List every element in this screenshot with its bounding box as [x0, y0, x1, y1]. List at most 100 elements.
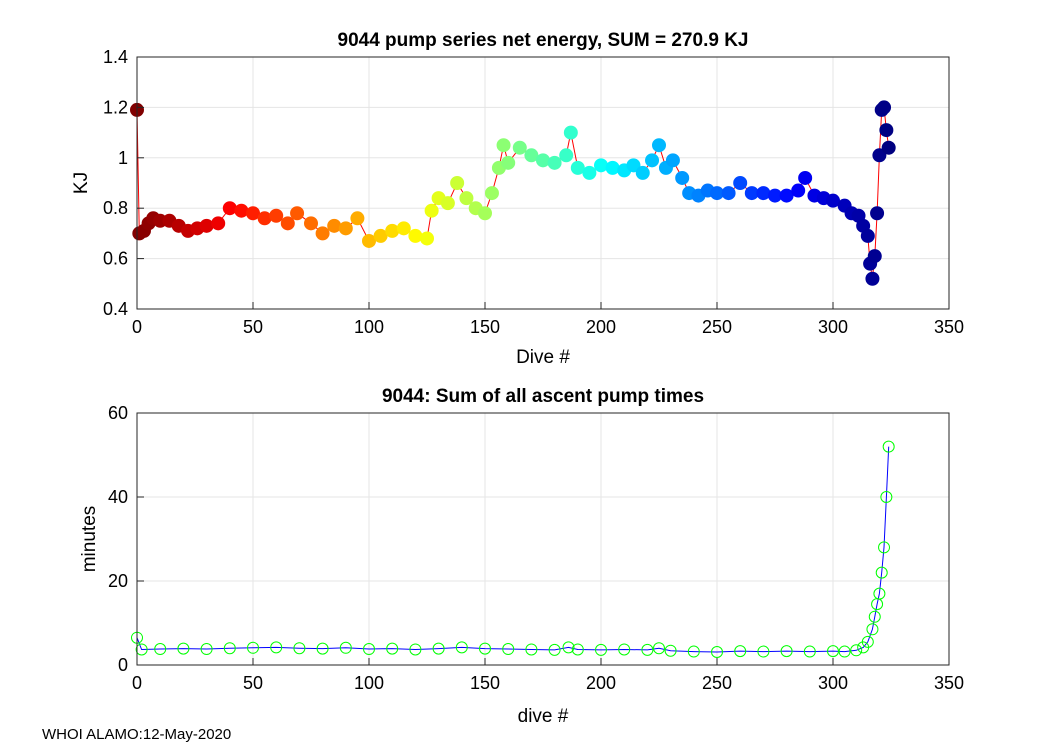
pump-time-data-point — [200, 643, 213, 656]
pump-time-data-point — [734, 645, 747, 658]
x-tick-label: 100 — [354, 317, 384, 337]
pump-time-data-point — [868, 610, 881, 623]
energy-data-point — [870, 206, 885, 221]
y-tick-label: 0.8 — [103, 198, 128, 218]
energy-data-point — [496, 138, 511, 153]
pump-time-data-point — [803, 645, 816, 658]
energy-data-point — [385, 223, 400, 238]
pump-time-data-point — [432, 642, 445, 655]
energy-data-point — [420, 231, 434, 246]
energy-data-point — [459, 191, 474, 206]
energy-plot-background — [137, 57, 949, 309]
energy-data-point — [721, 186, 736, 201]
energy-data-point — [234, 203, 249, 218]
x-tick-label: 150 — [470, 673, 500, 693]
energy-data-point — [733, 176, 748, 190]
energy-data-point — [199, 218, 214, 233]
energy-data-point — [547, 155, 562, 170]
energy-chart-title: 9044 pump series net energy, SUM = 270.9… — [338, 30, 749, 51]
pump-time-data-point — [780, 645, 793, 658]
pump-time-series-line — [136, 446, 890, 653]
energy-data-point — [675, 170, 690, 185]
energy-data-point — [879, 123, 894, 138]
energy-data-point — [867, 249, 882, 264]
pump-time-data-point — [525, 643, 538, 656]
energy-plot-frame — [136, 56, 950, 310]
energy-data-point — [826, 193, 840, 208]
energy-y-axis-label: KJ — [71, 172, 92, 194]
pump-time-data-point — [664, 644, 677, 657]
y-tick-label: 40 — [108, 487, 128, 507]
energy-data-point — [524, 148, 539, 163]
x-tick-label: 50 — [243, 317, 263, 337]
x-tick-label: 300 — [818, 317, 848, 337]
energy-data-point — [559, 148, 574, 163]
pump-time-data-point — [479, 642, 491, 655]
energy-data-point — [304, 216, 318, 231]
energy-data-point — [605, 160, 620, 175]
pump-time-data-point — [339, 641, 352, 654]
energy-data-point — [290, 206, 305, 221]
y-tick-label: 1.2 — [103, 97, 128, 117]
footer-credit: WHOI ALAMO:12-May-2020 — [42, 726, 232, 743]
energy-data-point — [484, 186, 499, 201]
pump-time-data-point — [247, 641, 259, 654]
y-tick-label: 0 — [118, 655, 128, 675]
pump-time-data-point — [455, 641, 468, 654]
energy-data-point — [536, 153, 550, 168]
energy-data-point — [872, 148, 887, 163]
energy-data-point — [424, 203, 439, 218]
energy-data-point — [327, 218, 342, 233]
energy-x-axis-label: Dive # — [516, 347, 570, 368]
energy-data-point — [665, 153, 680, 168]
energy-data-point — [779, 188, 794, 203]
pump-time-data-point — [827, 645, 839, 658]
pump-time-data-point — [878, 541, 891, 554]
energy-data-point — [635, 165, 650, 180]
pump-time-chart: 0 50 100 150 200 250 300 350 0 20 40 60 9044: Sum o… — [79, 386, 964, 727]
energy-data-point — [257, 211, 272, 226]
x-tick-label: 0 — [132, 673, 142, 693]
energy-data-point — [798, 170, 813, 185]
energy-data-point — [373, 228, 388, 243]
pump-time-data-point — [386, 642, 399, 655]
x-tick-label: 350 — [934, 673, 964, 693]
energy-data-point — [791, 183, 806, 198]
energy-data-point — [877, 100, 892, 115]
y-tick-label: 60 — [108, 403, 128, 423]
pump-time-data-point — [757, 645, 770, 658]
energy-data-point — [582, 165, 597, 180]
pump-y-axis-label: minutes — [79, 506, 100, 573]
pump-time-data-point — [595, 643, 607, 656]
pump-time-data-point — [861, 635, 874, 648]
pump-time-data-point — [502, 643, 515, 656]
energy-data-point — [756, 186, 771, 201]
pump-time-data-point — [850, 644, 863, 657]
pump-time-data-point — [571, 643, 584, 656]
energy-data-point — [450, 176, 465, 190]
energy-data-point — [626, 158, 641, 173]
pump-time-data-point — [875, 566, 888, 579]
y-tick-label: 0.6 — [103, 249, 128, 269]
energy-data-point — [246, 206, 260, 221]
y-tick-label: 1.4 — [103, 47, 128, 67]
x-tick-label: 250 — [702, 673, 732, 693]
energy-data-point — [744, 186, 759, 201]
energy-data-point — [222, 201, 237, 216]
energy-data-point — [315, 226, 330, 241]
pump-time-data-point — [135, 643, 148, 656]
x-tick-label: 350 — [934, 317, 964, 337]
y-tick-label: 20 — [108, 571, 128, 591]
pump-time-data-point — [653, 642, 665, 655]
pump-time-data-point — [838, 645, 851, 658]
x-tick-label: 300 — [818, 673, 848, 693]
energy-data-point — [512, 140, 527, 155]
energy-data-point — [865, 271, 880, 286]
x-tick-label: 200 — [586, 673, 616, 693]
energy-data-point — [570, 160, 585, 175]
pump-time-data-point — [293, 642, 306, 655]
pump-time-data-point — [880, 491, 893, 503]
energy-data-point — [768, 188, 782, 203]
x-tick-label: 200 — [586, 317, 616, 337]
energy-data-point — [478, 206, 492, 221]
